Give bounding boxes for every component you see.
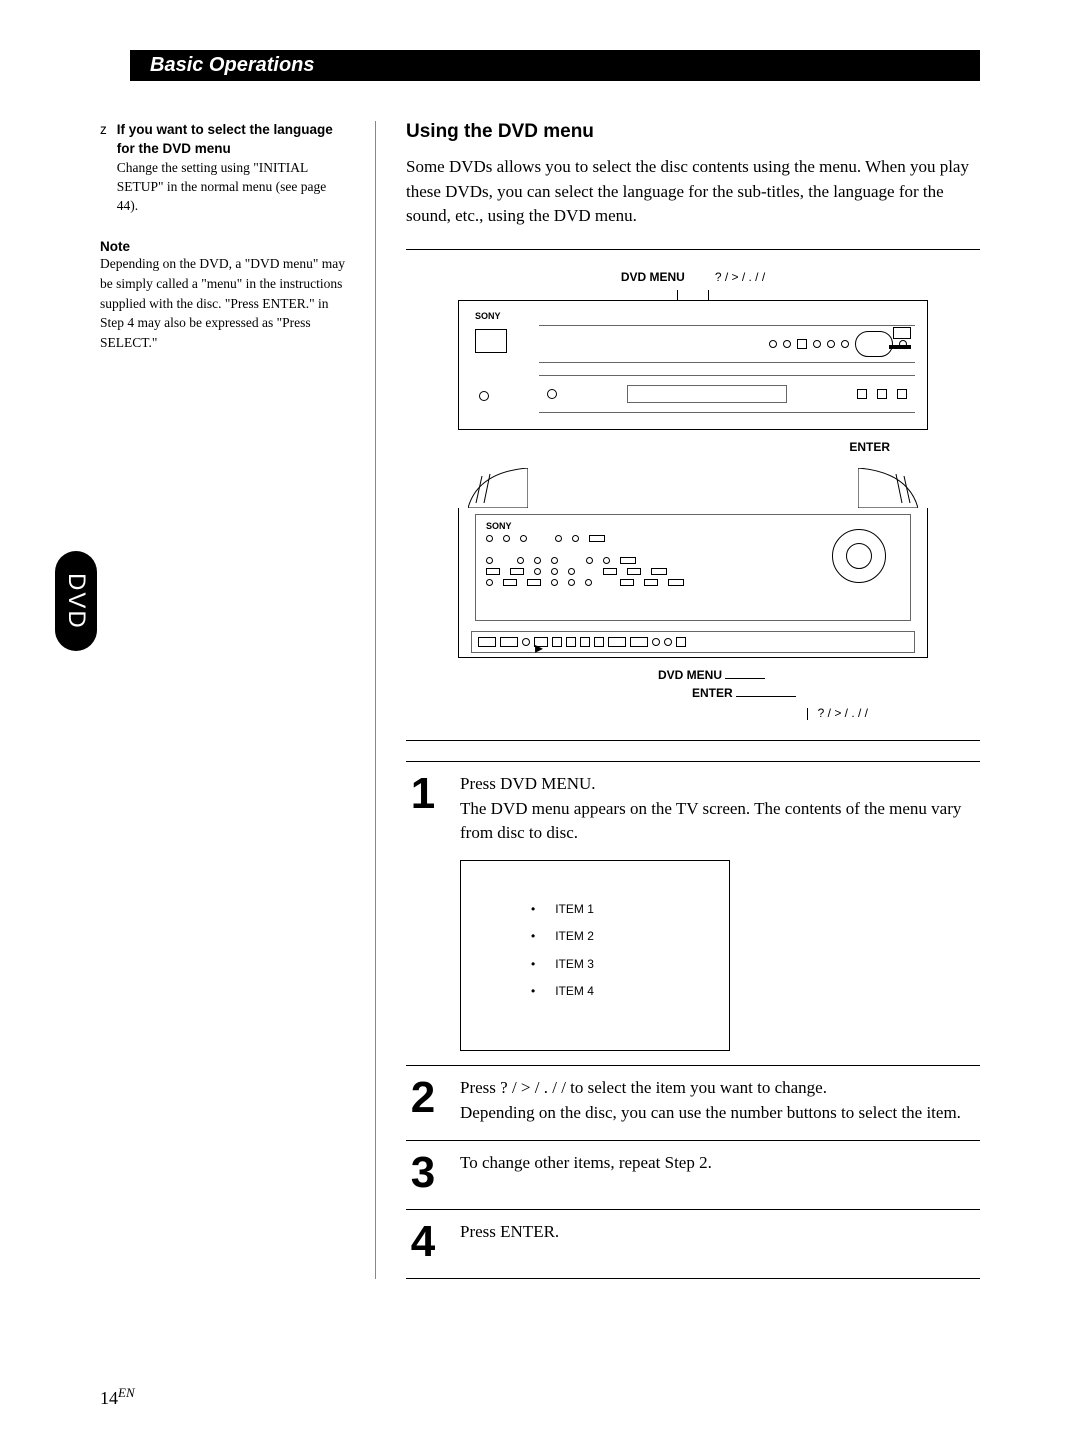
step-3-line1: To change other items, repeat Step 2. bbox=[460, 1151, 980, 1176]
step-number: 2 bbox=[406, 1076, 440, 1120]
page-number: 14EN bbox=[100, 1385, 135, 1409]
player-bottom-row bbox=[539, 375, 915, 413]
tip-title: If you want to select the language for t… bbox=[117, 122, 333, 156]
step-2-line2: Depending on the disc, you can use the n… bbox=[460, 1101, 980, 1126]
remote-enter-callout: ENTER bbox=[692, 686, 733, 700]
player-front-panel: SONY bbox=[458, 300, 928, 430]
step-number: 3 bbox=[406, 1151, 440, 1195]
player-top-row bbox=[539, 325, 915, 363]
step-number: 4 bbox=[406, 1220, 440, 1264]
device-diagram: DVD MENU ? / > / . / / SONY bbox=[406, 249, 980, 741]
callout-dvd-menu: DVD MENU bbox=[621, 270, 685, 284]
callout-arrows: ? / > / . / / bbox=[715, 270, 765, 284]
step-3: 3 To change other items, repeat Step 2. bbox=[406, 1140, 980, 1209]
step-number: 1 bbox=[406, 772, 440, 816]
main-column: Using the DVD menu Some DVDs allows you … bbox=[375, 121, 980, 1279]
intro-paragraph: Some DVDs allows you to select the disc … bbox=[406, 155, 980, 229]
step-4-line1: Press ENTER. bbox=[460, 1220, 980, 1245]
menu-item: ITEM 1 bbox=[531, 901, 669, 918]
note-body: Depending on the DVD, a "DVD menu" may b… bbox=[100, 254, 345, 352]
menu-item: ITEM 4 bbox=[531, 983, 669, 1000]
step-2: 2 Press ? / > / . / / to select the item… bbox=[406, 1065, 980, 1139]
tip-body: Change the setting using "INITIAL SETUP"… bbox=[117, 160, 326, 213]
display-window bbox=[475, 329, 507, 353]
step-2-line1: Press ? / > / . / / to select the item y… bbox=[460, 1076, 980, 1101]
brand-label: SONY bbox=[475, 311, 501, 321]
tip-block: z If you want to select the language for… bbox=[100, 121, 345, 215]
step-1-line1: Press DVD MENU. bbox=[460, 772, 980, 797]
dvd-tab-label: DVD bbox=[62, 573, 90, 630]
step-4: 4 Press ENTER. bbox=[406, 1209, 980, 1279]
remote-diagram: SONY bbox=[458, 468, 928, 720]
player-dpad bbox=[855, 331, 893, 357]
step-1-line2: The DVD menu appears on the TV screen. T… bbox=[460, 797, 980, 846]
remote-brand: SONY bbox=[486, 521, 900, 531]
section-header: Basic Operations bbox=[130, 50, 980, 81]
section-title: Using the DVD menu bbox=[406, 121, 980, 143]
remote-arrows-callout: ? / > / . / / bbox=[818, 706, 868, 720]
menu-item: ITEM 3 bbox=[531, 956, 669, 973]
tv-menu-box: ITEM 1 ITEM 2 ITEM 3 ITEM 4 bbox=[460, 860, 730, 1052]
dvd-side-tab: DVD bbox=[55, 551, 97, 651]
enter-callout: ENTER bbox=[849, 440, 890, 454]
menu-item: ITEM 2 bbox=[531, 928, 669, 945]
step-1: 1 Press DVD MENU. The DVD menu appears o… bbox=[406, 761, 980, 1065]
note-title: Note bbox=[100, 239, 345, 254]
tip-marker: z bbox=[100, 121, 107, 215]
remote-dvd-menu-callout: DVD MENU bbox=[658, 668, 722, 682]
sidebar-column: z If you want to select the language for… bbox=[100, 121, 345, 1279]
